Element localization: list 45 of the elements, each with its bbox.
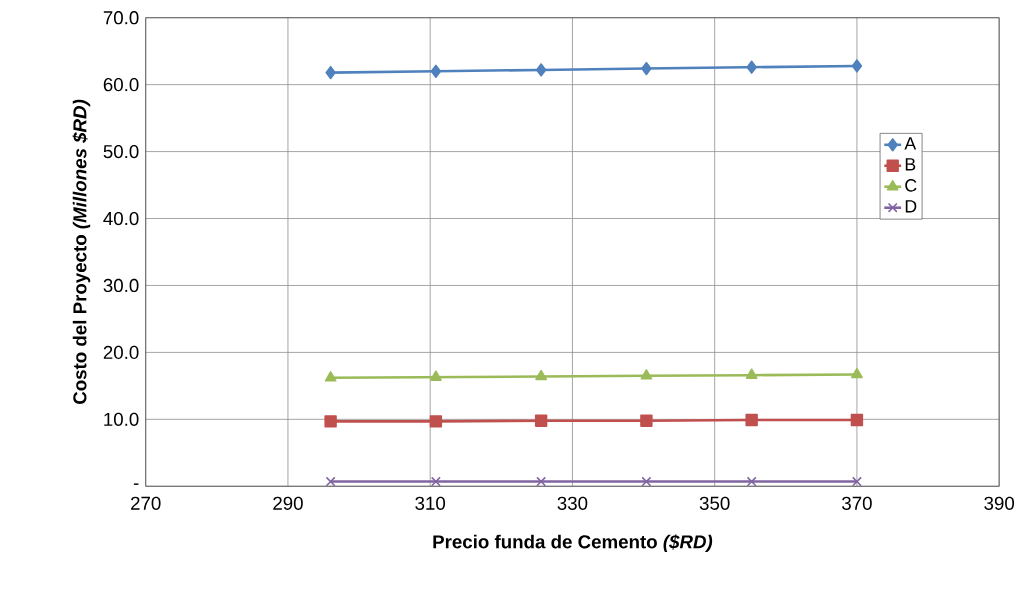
- point: [641, 476, 652, 487]
- point: [851, 367, 863, 379]
- point: [429, 370, 442, 382]
- x-tick-label: 270: [131, 496, 161, 511]
- x-tick-label: 290: [273, 496, 303, 511]
- x-axis-title: Precio funda de Cemento ($RD): [433, 534, 713, 553]
- y-tick-label: 10.0: [104, 412, 139, 427]
- x-tick-label: 390: [984, 496, 1015, 511]
- legend-label: B: [905, 158, 916, 171]
- point: [325, 476, 336, 487]
- point: [535, 63, 547, 77]
- point: [640, 369, 653, 380]
- point: [851, 59, 863, 73]
- x-tick-label: 370: [842, 496, 872, 511]
- y-tick-label: 40.0: [103, 212, 139, 226]
- legend-label: D: [905, 200, 917, 213]
- point: [536, 476, 547, 487]
- point: [746, 60, 757, 75]
- point: [745, 413, 758, 427]
- y-tick-label: 70.0: [103, 11, 139, 25]
- point: [430, 64, 442, 79]
- point: [430, 476, 441, 487]
- x-tick-label: 330: [557, 496, 588, 511]
- point: [850, 413, 864, 427]
- legend-label: C: [905, 179, 917, 192]
- point: [325, 66, 336, 80]
- y-tick-label: 30.0: [103, 279, 139, 293]
- legend-label: A: [904, 137, 917, 150]
- point: [324, 415, 337, 428]
- point: [429, 415, 443, 428]
- point: [641, 62, 652, 76]
- point: [746, 476, 757, 487]
- x-tick-label: 310: [415, 496, 446, 511]
- point: [534, 414, 548, 428]
- x-tick-label: 350: [699, 496, 730, 511]
- point: [745, 368, 758, 380]
- point: [535, 369, 548, 381]
- y-tick-label: 50.0: [103, 145, 139, 159]
- y-tick-label: 60.0: [103, 78, 139, 92]
- y-axis-title: Costo del Proyecto (Millones $RD): [72, 99, 91, 405]
- point: [851, 476, 862, 487]
- point: [324, 371, 337, 382]
- point: [640, 414, 653, 428]
- y-tick-label: -: [133, 483, 139, 486]
- y-tick-label: 20.0: [103, 345, 139, 360]
